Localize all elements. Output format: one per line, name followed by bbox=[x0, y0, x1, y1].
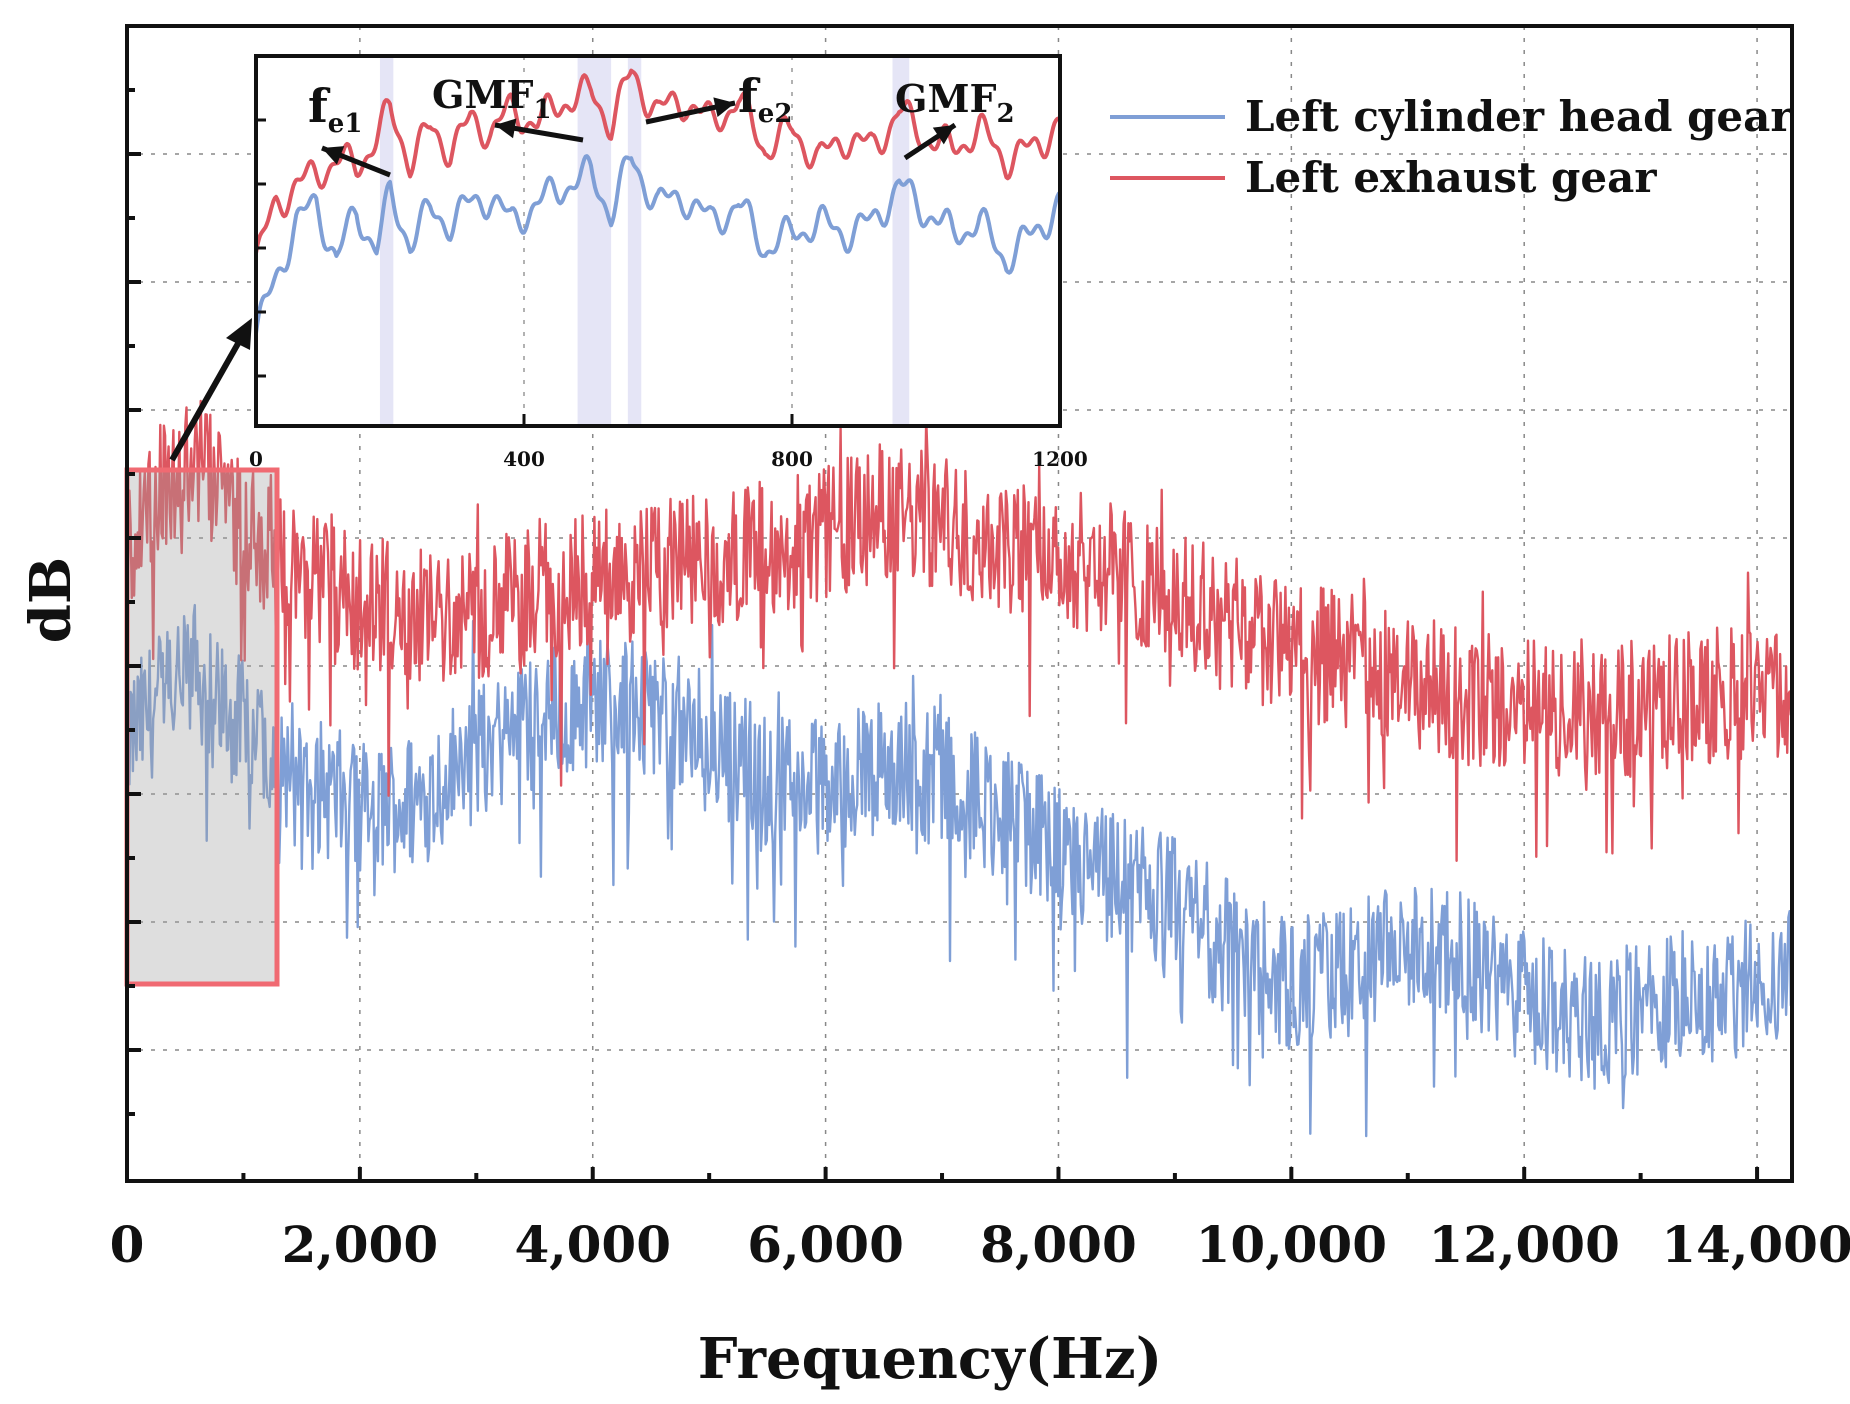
annotation-arrow-head bbox=[932, 125, 955, 145]
x-tick-label: 14,000 bbox=[1661, 1215, 1850, 1274]
main-series-group bbox=[125, 399, 1794, 1138]
x-tick-label: 4,000 bbox=[514, 1215, 671, 1274]
inset-frame bbox=[254, 54, 1062, 428]
inset-highlight-band bbox=[892, 56, 910, 426]
x-tick-label: 6,000 bbox=[747, 1215, 904, 1274]
annotation-arrow-head bbox=[713, 97, 735, 117]
series-line-exhaust-gear bbox=[125, 399, 1794, 862]
annotation-arrow-head bbox=[495, 118, 517, 139]
main-ticks bbox=[125, 88, 1760, 1181]
inset-x-tick-labels: 0 400 800 1200 bbox=[249, 447, 1088, 471]
x-tick-label: 2,000 bbox=[282, 1215, 439, 1274]
inset-highlight-band bbox=[627, 56, 642, 426]
y-axis-title: dB bbox=[18, 557, 84, 644]
zoom-region-box bbox=[124, 467, 280, 987]
legend-label-exhaust: Left exhaust gear bbox=[1245, 153, 1657, 202]
main-x-tick-labels: 0 2,000 4,000 6,000 8,000 10,000 12,000 14,000 bbox=[110, 1215, 1850, 1274]
zoom-arrow-line bbox=[169, 338, 243, 462]
inset-highlight-band bbox=[577, 56, 612, 426]
series-line-cylinder-head-gear bbox=[125, 603, 1794, 1138]
inset-x-tick-label: 800 bbox=[771, 447, 813, 471]
annotation-label-f-e1: fe1 bbox=[308, 79, 362, 139]
inset-annotations: fe1 GMF1 fe2 GMF2 bbox=[308, 69, 1015, 178]
annotation-arrow-head bbox=[322, 146, 345, 165]
inset-x-tick-label: 0 bbox=[249, 447, 263, 471]
inset-x-tick-label: 400 bbox=[503, 447, 545, 471]
zoom-arrow-head bbox=[226, 318, 252, 350]
x-tick-label: 10,000 bbox=[1196, 1215, 1387, 1274]
inset-series-line-cylinder-head-gear bbox=[254, 154, 1062, 334]
inset-ticks bbox=[254, 118, 1062, 426]
x-tick-label: 8,000 bbox=[980, 1215, 1137, 1274]
x-tick-label: 12,000 bbox=[1429, 1215, 1620, 1274]
legend: Left cylinder head gear Left exhaust gea… bbox=[1110, 92, 1793, 202]
annotation-label-gmf-2: GMF2 bbox=[895, 76, 1015, 129]
inset-highlight-bands bbox=[379, 56, 910, 426]
inset-x-tick-label: 1200 bbox=[1032, 447, 1088, 471]
inset-highlight-band bbox=[379, 56, 394, 426]
x-tick-label: 0 bbox=[110, 1215, 145, 1274]
x-axis-title: Frequency(Hz) bbox=[698, 1326, 1162, 1392]
legend-label-cylinder-head: Left cylinder head gear bbox=[1245, 92, 1793, 141]
annotation-label-f-e2: fe2 bbox=[738, 69, 792, 129]
annotation-label-gmf-1: GMF1 bbox=[432, 72, 552, 125]
